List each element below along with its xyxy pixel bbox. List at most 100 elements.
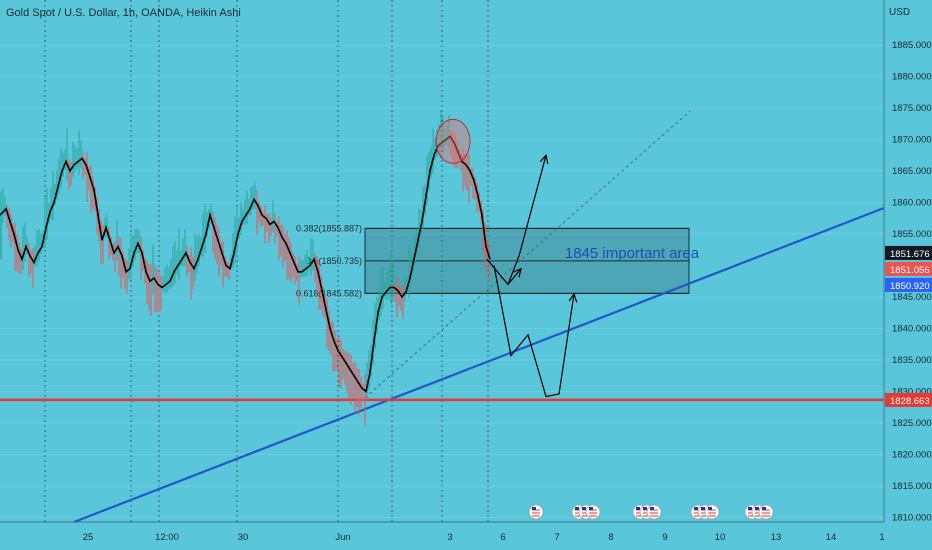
candle-body	[260, 208, 262, 213]
event-icon[interactable]	[585, 504, 601, 520]
candle-body	[414, 254, 416, 264]
candle-body	[224, 256, 226, 263]
projection-up-arrow[interactable]	[507, 155, 546, 285]
price-badge-bg	[885, 277, 932, 292]
candle-body	[340, 352, 342, 356]
candle-body	[132, 256, 134, 265]
candle-body	[98, 208, 100, 222]
ascending-trendline[interactable]	[73, 206, 885, 524]
candle-body	[84, 159, 86, 164]
event-flag-canton	[575, 507, 579, 510]
candle-body	[140, 245, 142, 251]
candle-body	[14, 230, 16, 238]
candle-body	[352, 371, 354, 375]
candle-body	[100, 221, 102, 234]
candle-body	[312, 260, 314, 264]
candle-body	[104, 230, 106, 238]
candle-body	[62, 168, 64, 175]
candle-body	[8, 211, 10, 219]
time-tick-label: 6	[500, 532, 505, 543]
price-badge-text: 1850.920	[890, 281, 930, 292]
candle-body	[430, 167, 432, 178]
time-tick-label: 8	[608, 532, 613, 543]
candle-body	[204, 237, 206, 244]
time-tick-label: 14	[826, 532, 837, 543]
candle-body	[50, 209, 52, 216]
time-tick-label: 7	[554, 532, 559, 543]
candle-body	[74, 163, 76, 167]
price-tick-label: 1835.000	[892, 355, 932, 366]
candle-body	[290, 250, 292, 256]
candle-body	[124, 259, 126, 268]
event-icon[interactable]	[646, 504, 662, 520]
price-axis: 1885.000 1880.000 1875.000 1870.000 1865.000…	[883, 0, 932, 524]
event-flag-canton	[532, 507, 536, 510]
candle-body	[148, 274, 150, 279]
candle-body	[200, 249, 202, 257]
candle-body	[382, 295, 384, 301]
candle-body	[144, 257, 146, 268]
candle-body	[424, 202, 426, 216]
candle-body	[28, 248, 30, 254]
candle-body	[92, 180, 94, 187]
price-badge-text: 1828.663	[890, 396, 930, 407]
candle-body	[172, 274, 174, 279]
candle-body	[218, 237, 220, 244]
candle-body	[46, 223, 48, 233]
candle-body	[134, 250, 136, 257]
time-tick-label: 10	[715, 532, 726, 543]
peak-highlight-circle[interactable]	[435, 118, 471, 164]
candle-body	[332, 331, 334, 338]
candle-body	[434, 152, 436, 160]
candle-body	[400, 292, 402, 296]
projection-down-up-arrow[interactable]	[493, 265, 574, 398]
event-icon[interactable]	[704, 504, 720, 520]
candle-body	[188, 255, 190, 260]
candle-body	[52, 204, 54, 210]
candle-body	[350, 367, 352, 372]
plot-area: 0.382(1855.887) 0.5(1850.735) 0.618(1845.5…	[0, 0, 885, 524]
candle-body	[36, 255, 38, 260]
event-icon[interactable]	[758, 504, 774, 520]
price-tick-label: 1875.000	[892, 103, 932, 114]
price-badge: 1851.056	[885, 261, 932, 276]
candle-body	[56, 190, 58, 199]
price-badge: 1828.663	[885, 392, 932, 407]
candle-body	[338, 348, 340, 353]
candle-body	[284, 238, 286, 242]
price-badge-text: 1851.676	[890, 249, 930, 260]
candle-body	[108, 230, 110, 238]
candle-body	[88, 167, 90, 175]
candle-body	[422, 215, 424, 227]
candle-body	[328, 314, 330, 324]
candle-body	[12, 224, 14, 231]
candle-body	[126, 267, 128, 272]
candle-body	[262, 212, 264, 216]
candle-body	[256, 200, 258, 205]
event-icon[interactable]	[528, 504, 544, 520]
price-badge-bg	[885, 261, 932, 276]
candle-body	[198, 256, 200, 262]
candle-body	[358, 380, 360, 384]
price-badge: 1851.676	[885, 245, 932, 260]
time-tick-label: 13	[771, 532, 782, 543]
event-icons	[528, 504, 774, 520]
event-flag-canton	[748, 507, 752, 510]
candle-body	[184, 254, 186, 258]
price-tick-label: 1885.000	[892, 40, 932, 51]
candle-body	[372, 348, 374, 365]
price-tick-label: 1855.000	[892, 229, 932, 240]
price-tick-label: 1870.000	[892, 135, 932, 146]
time-tick-label: Jun	[335, 532, 350, 543]
candle-body	[346, 361, 348, 365]
annotation-text: 1845 important area	[565, 245, 700, 262]
candle-body	[268, 219, 270, 223]
candle-body	[240, 224, 242, 231]
candle-body	[72, 166, 74, 170]
candle-body	[192, 263, 194, 268]
candle-body	[472, 173, 474, 179]
candle-body	[120, 248, 122, 254]
candle-body	[408, 281, 410, 289]
candle-body	[48, 215, 50, 224]
